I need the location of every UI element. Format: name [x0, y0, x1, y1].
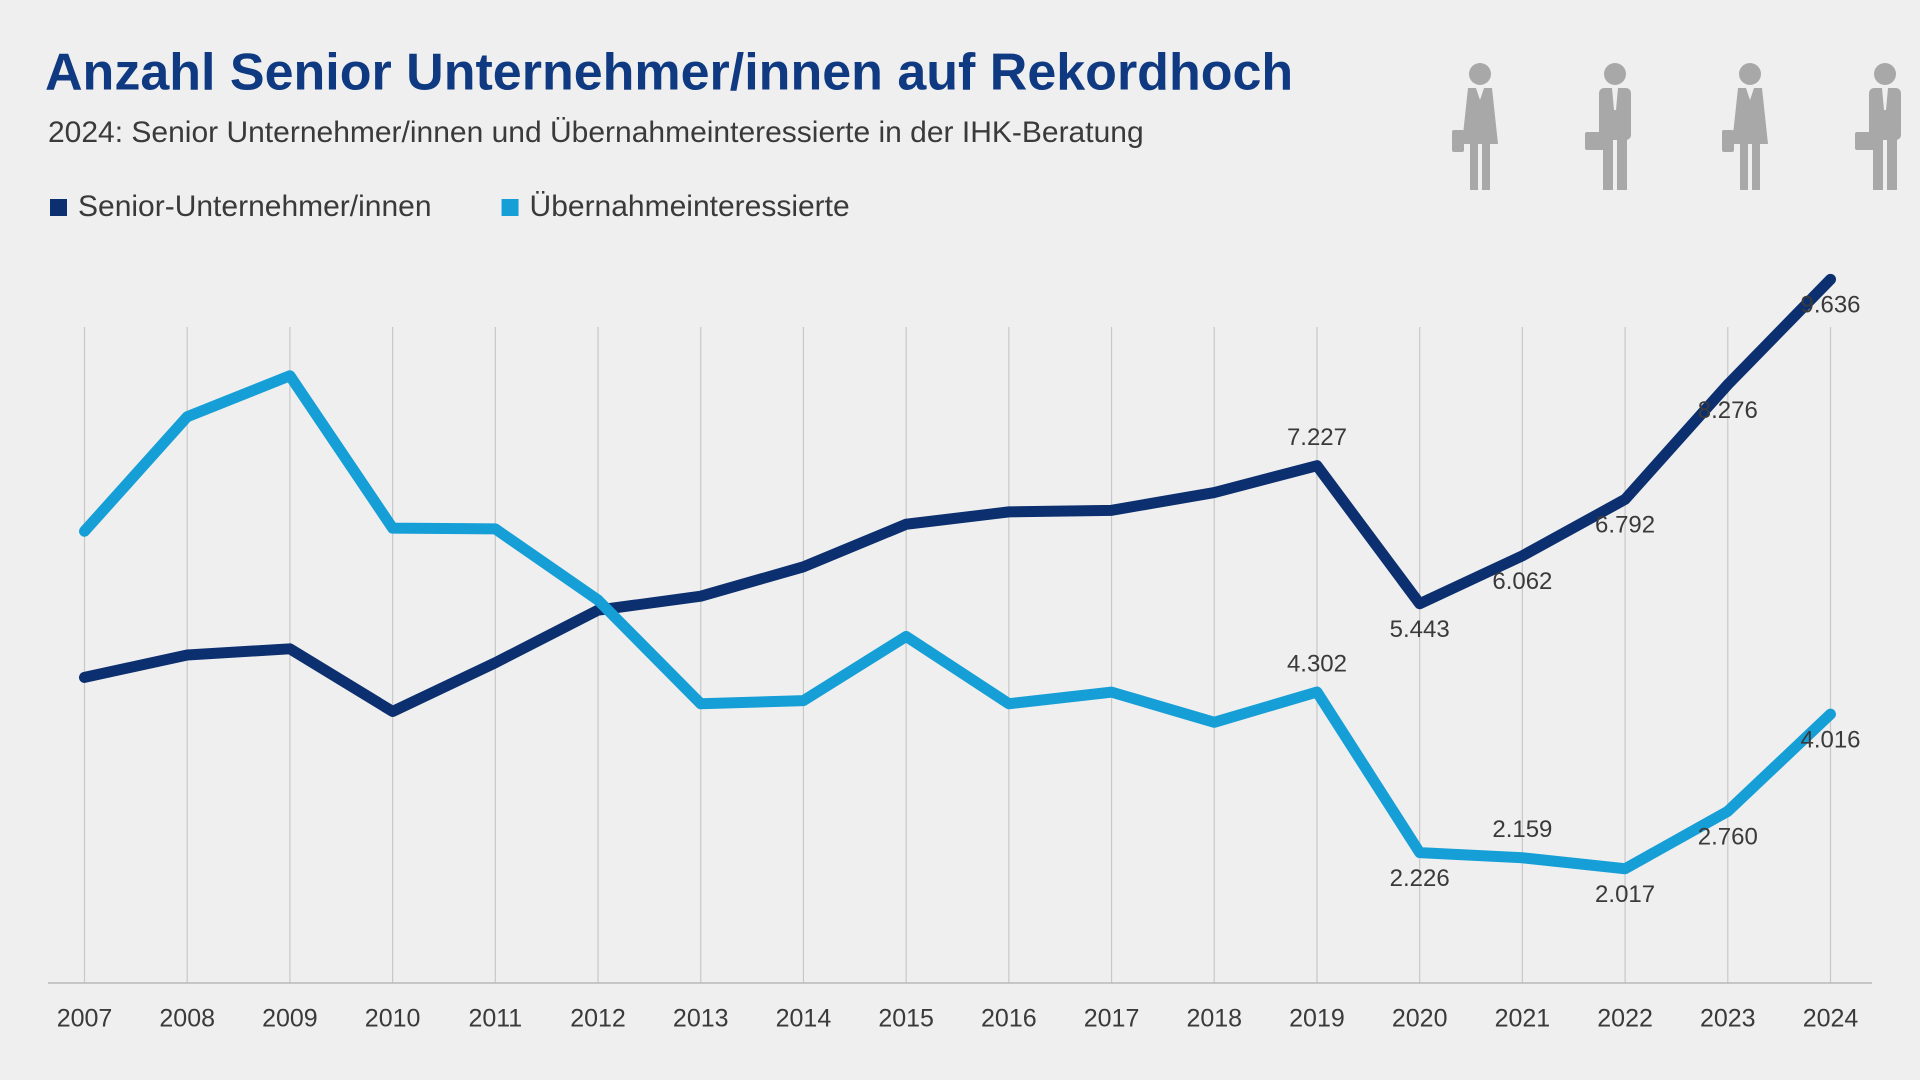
legend-label: Übernahmeinteressierte	[530, 190, 850, 223]
value-label: 8.276	[1698, 397, 1758, 424]
x-tick-label: 2014	[776, 1005, 832, 1033]
value-label: 6.062	[1492, 568, 1552, 595]
x-tick-label: 2023	[1700, 1005, 1756, 1033]
value-label: 2.017	[1595, 881, 1655, 908]
x-tick-label: 2018	[1186, 1005, 1242, 1033]
value-label: 2.760	[1698, 824, 1758, 851]
x-tick-label: 2010	[365, 1005, 421, 1033]
line-series	[79, 273, 1836, 717]
value-label: 9.636	[1800, 292, 1860, 319]
chart-title: Anzahl Senior Unternehmer/innen auf Reko…	[45, 44, 1293, 102]
value-label: 4.016	[1800, 726, 1860, 753]
x-tick-label: 2016	[981, 1005, 1037, 1033]
people-icons	[1452, 63, 1901, 190]
legend-swatch	[50, 199, 67, 216]
value-label: 2.226	[1390, 865, 1450, 892]
chart-subtitle: 2024: Senior Unternehmer/innen und Übern…	[48, 116, 1144, 149]
value-label: 6.792	[1595, 512, 1655, 539]
x-tick-label: 2008	[159, 1005, 215, 1033]
value-label: 7.227	[1287, 424, 1347, 451]
x-tick-label: 2022	[1597, 1005, 1653, 1033]
x-tick-label: 2019	[1289, 1005, 1345, 1033]
value-label: 5.443	[1390, 616, 1450, 643]
x-tick-label: 2013	[673, 1005, 729, 1033]
legend-swatch	[501, 199, 519, 216]
value-label: 2.159	[1492, 816, 1552, 843]
x-tick-label: 2011	[468, 1005, 522, 1033]
x-tick-label: 2007	[57, 1005, 113, 1033]
x-tick-label: 2015	[878, 1005, 934, 1033]
x-tick-label: 2017	[1084, 1005, 1140, 1033]
x-tick-label: 2021	[1495, 1005, 1551, 1033]
legend-label: Senior-Unternehmer/innen	[78, 190, 432, 223]
value-label: 4.302	[1287, 650, 1347, 677]
x-tick-label: 2024	[1803, 1005, 1859, 1033]
x-tick-label: 2009	[262, 1005, 318, 1033]
x-tick-label: 2012	[570, 1005, 626, 1033]
line-series	[79, 370, 1836, 875]
x-tick-label: 2020	[1392, 1005, 1448, 1033]
